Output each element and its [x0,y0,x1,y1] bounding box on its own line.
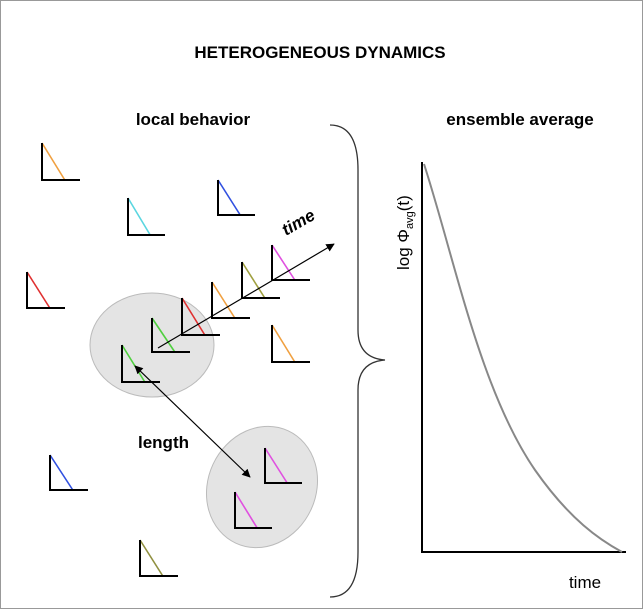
triangle-hypotenuse [264,447,288,484]
triangle-corner [127,198,165,236]
triangle-hypotenuse [127,197,151,236]
decay-curve [423,163,623,553]
triangle-corner [41,143,80,181]
triangle-corner [139,540,178,577]
triangle-corner [151,318,190,353]
triangle-hypotenuse [271,244,296,281]
triangle-hypotenuse [211,281,236,319]
triangle-corner [264,448,302,484]
triangle-corner [271,325,310,363]
length-arrow [134,365,251,478]
triangle-hypotenuse [271,324,296,363]
triangle-corner [26,272,65,309]
length-label: length [138,433,189,452]
triangle-hypotenuse [139,539,164,577]
right-heading: ensemble average [446,110,593,129]
y-label-sub: avg [404,211,416,229]
triangle-hypotenuse [217,179,241,216]
triangle-hypotenuse [151,317,176,353]
triangle-corner [217,180,255,216]
brace [329,124,386,598]
time-arrow [157,243,335,349]
y-label-prefix: log Φ [394,229,413,270]
triangle-hypotenuse [234,491,258,529]
triangle-corner [211,282,250,319]
triangle-corner [181,298,220,336]
y-axis-label: log Φavg(t) [394,195,416,270]
y-label-suffix: (t) [394,195,413,211]
triangle-hypotenuse [26,271,51,309]
triangle-corner [234,492,272,529]
left-heading: local behavior [136,110,251,129]
triangle-hypotenuse [49,454,74,491]
triangle-hypotenuse [241,261,266,299]
title: HETEROGENEOUS DYNAMICS [194,43,445,62]
x-axis-label: time [569,573,601,592]
triangle-hypotenuse [181,297,206,336]
triangle-corner [49,455,88,491]
triangle-hypotenuse [41,142,66,181]
